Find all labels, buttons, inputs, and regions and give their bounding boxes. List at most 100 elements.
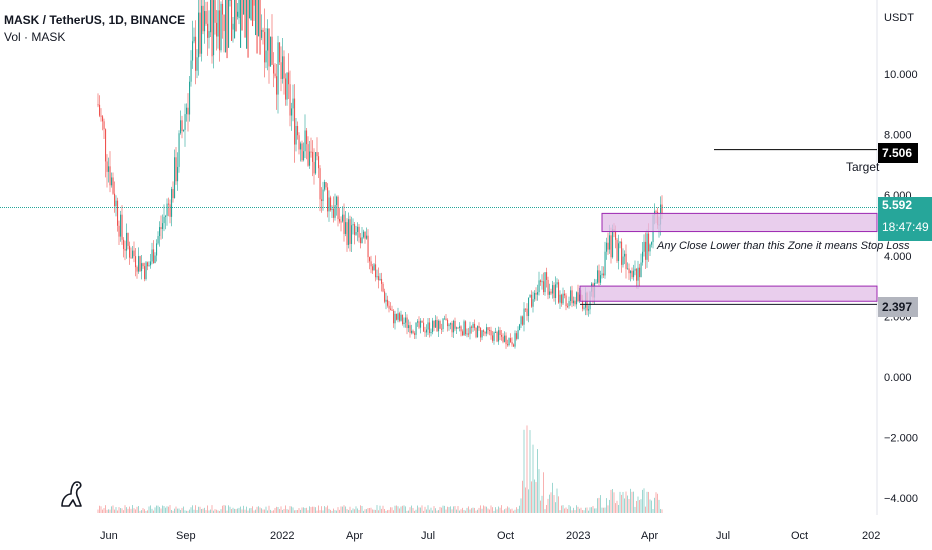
time-tick-label: 2023 [566,530,590,542]
volume-bar [454,506,456,513]
volume-bar [462,507,463,513]
volume-bar [126,507,127,513]
candle-body [438,320,440,332]
volume-bar [195,505,196,513]
candle-body [643,241,645,252]
volume-bar [315,507,316,513]
volume-bar [262,509,264,513]
price-tick-label: −4.000 [884,493,918,505]
candle-body [373,264,375,271]
volume-bar [364,509,366,513]
volume-bar [205,510,207,513]
volume-bar [508,507,510,513]
candle-body [334,204,336,218]
candle-body [537,292,539,295]
volume-bar [300,509,301,513]
candle-body [561,294,563,304]
candle-body [312,151,314,162]
candle-body [357,226,359,233]
support-badge: 2.397 [878,297,918,317]
candle-body [642,251,644,263]
chart-legend: MASK / TetherUS, 1D, BINANCE Vol · MASK [4,12,185,46]
candle-body [301,143,303,161]
tradingview-logo-icon[interactable] [57,478,87,508]
candle-body [369,257,371,262]
candle-body [106,161,108,172]
volume-bar [276,506,277,513]
price-zone [579,285,878,302]
volume-bar [402,505,403,513]
candle-body [570,290,572,302]
candle-body [378,276,380,281]
volume-bar [339,509,340,513]
candle-body [573,300,575,304]
time-tick-label: Apr [641,530,658,542]
volume-bar [471,508,472,513]
volume-bar [97,509,99,513]
volume-label[interactable]: Vol · MASK [4,30,66,44]
volume-bar [136,506,138,513]
candle-body [565,295,567,307]
volume-bar [187,510,189,513]
candle-body [501,335,503,337]
volume-bar [480,505,481,513]
candle-body [120,214,122,237]
candle-body [406,317,408,329]
candle-body [462,331,464,336]
candle-body [475,327,477,338]
symbol-title[interactable]: MASK / TetherUS, 1D, BINANCE [4,13,186,27]
candle-body [349,219,351,244]
volume-bar [493,510,495,513]
volume-bar [442,505,444,513]
candle-body [540,280,542,282]
candle-body [384,291,386,302]
candle-body [103,121,105,130]
candle-body [534,292,536,300]
candle-body [283,56,285,79]
price-zone [601,212,878,233]
volume-bar [577,506,579,513]
candle-body [246,0,248,49]
candle-body [651,242,653,245]
volume-bar [559,510,561,513]
candle-body [214,0,216,23]
candle-body [279,42,281,63]
candle-body [150,261,152,266]
volume-bar [534,479,535,513]
volume-bar [319,510,321,513]
candle-body [232,23,234,30]
volume-bar [199,506,201,513]
volume-bar [576,505,577,513]
candle-body [372,266,374,271]
price-tick-label: −2.000 [884,433,918,445]
candle-body [435,319,437,328]
candle-body [531,294,533,307]
candle-body [217,10,219,37]
volume-bar [154,507,156,513]
candle-body [255,0,257,36]
volume-bar [424,506,426,513]
volume-bar [504,509,505,513]
candle-body [114,193,116,207]
volume-bar [100,506,102,513]
candle-body [273,64,275,74]
volume-bar [546,505,547,513]
candle-body [306,130,308,145]
volume-bar [330,509,331,513]
volume-bar [487,508,489,513]
candle-body [289,84,291,116]
volume-bar [432,510,433,513]
volume-bar [444,505,445,513]
volume-bar [612,488,613,513]
volume-bar [367,508,369,513]
candle-body [538,280,540,293]
volume-bar [363,510,364,513]
candle-body [316,152,318,157]
volume-bar [397,506,399,513]
volume-bar [391,507,393,513]
volume-bar [655,492,657,513]
volume-bar [123,510,124,513]
volume-bar [486,506,487,513]
candle-body [268,28,270,67]
